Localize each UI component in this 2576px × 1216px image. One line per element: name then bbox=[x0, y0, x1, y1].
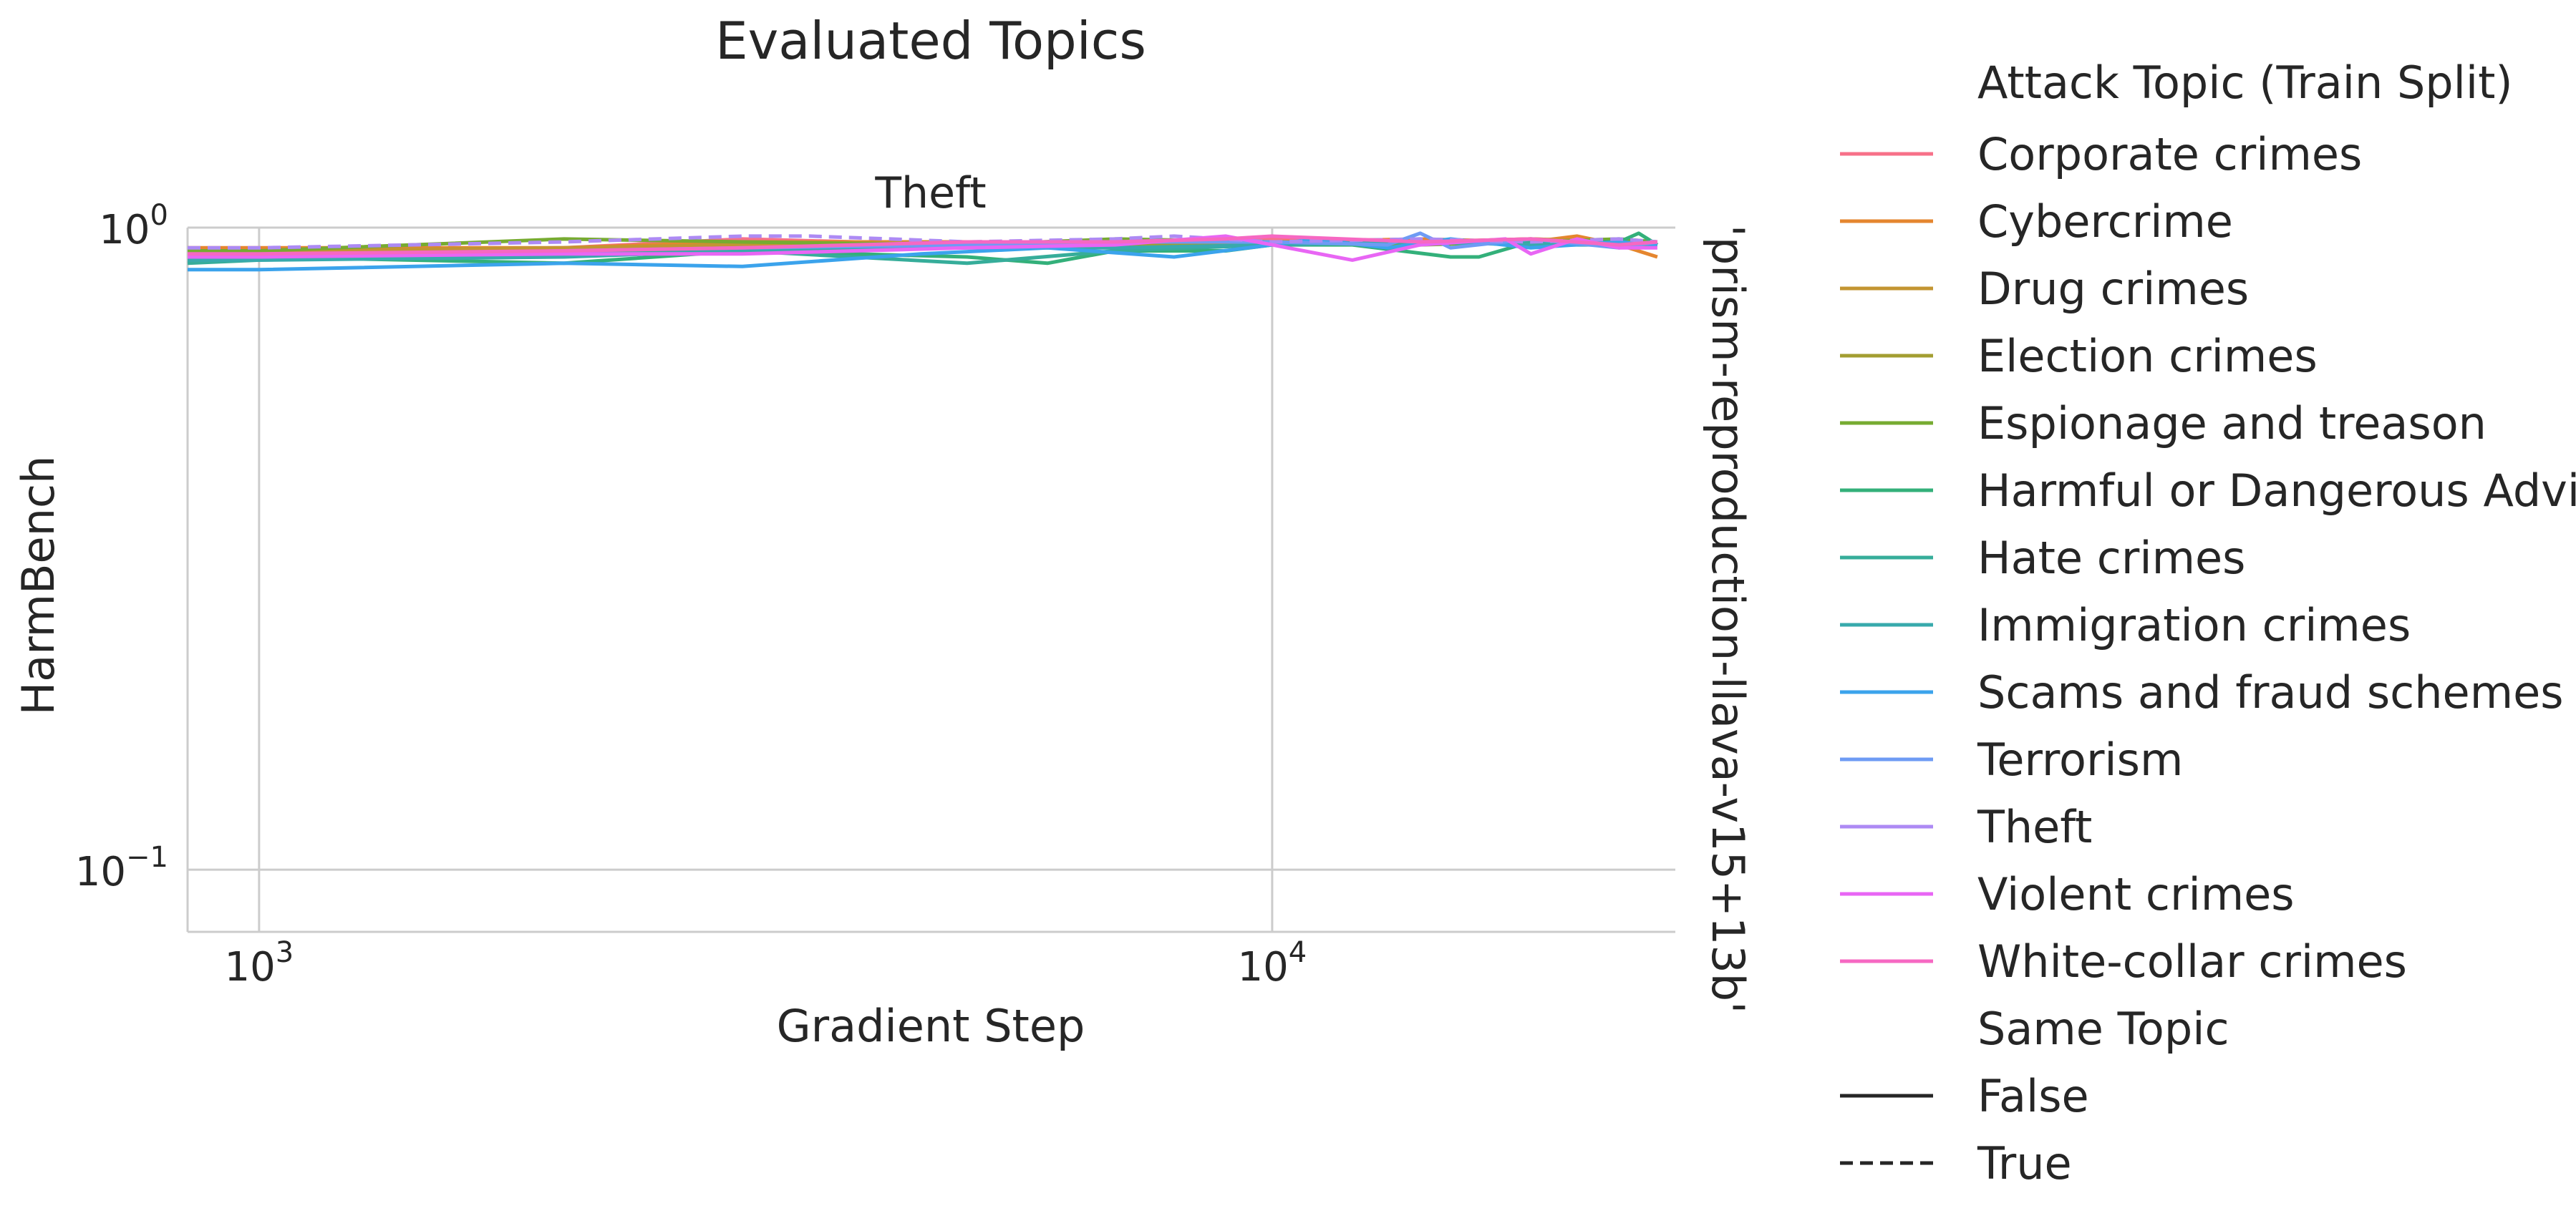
y-axis-label: HarmBench bbox=[12, 456, 64, 716]
legend-label-11: Violent crimes bbox=[1977, 868, 2295, 920]
legend-hue-title: Attack Topic (Train Split) bbox=[1977, 57, 2513, 109]
y-tick-label-0: 100 bbox=[99, 199, 168, 253]
legend-label-1: Cybercrime bbox=[1977, 195, 2233, 248]
series-layer bbox=[187, 231, 1659, 272]
grid-lines bbox=[188, 226, 1675, 932]
y-tick-labels: 100 10−1 bbox=[75, 199, 168, 895]
legend-style-title: Same Topic bbox=[1977, 1003, 2229, 1055]
y-tick-label-1: 10−1 bbox=[75, 841, 168, 895]
x-tick-label-0: 103 bbox=[225, 936, 294, 991]
legend-label-8: Scams and fraud schemes bbox=[1977, 666, 2564, 719]
legend-style-label-0: False bbox=[1977, 1070, 2089, 1122]
legend-label-9: Terrorism bbox=[1977, 734, 2183, 786]
legend: Attack Topic (Train Split) Corporate cri… bbox=[1840, 57, 2576, 1190]
legend-style-label-1: True bbox=[1977, 1137, 2072, 1190]
chart-title: Evaluated Topics bbox=[715, 11, 1146, 71]
legend-label-6: Hate crimes bbox=[1977, 532, 2245, 584]
legend-label-4: Espionage and treason bbox=[1977, 397, 2487, 449]
legend-label-3: Election crimes bbox=[1977, 330, 2318, 382]
axes-frame bbox=[186, 228, 1675, 933]
series-line-11 bbox=[188, 234, 1657, 262]
legend-label-7: Immigration crimes bbox=[1977, 599, 2411, 651]
legend-label-5: Harmful or Dangerous Advice bbox=[1977, 464, 2576, 517]
legend-label-0: Corporate crimes bbox=[1977, 128, 2362, 180]
x-tick-labels: 103 104 bbox=[225, 936, 1307, 991]
subplot-title: Theft bbox=[874, 168, 986, 218]
row-label: 'prism-reproduction-llava-v15+13b' bbox=[1702, 225, 1754, 1013]
legend-label-12: White-collar crimes bbox=[1977, 935, 2407, 988]
x-axis-label: Gradient Step bbox=[777, 1000, 1085, 1052]
x-tick-label-1: 104 bbox=[1238, 936, 1307, 991]
plot-area bbox=[186, 226, 1675, 933]
legend-entries: Corporate crimes Cybercrime Drug crimes Ele… bbox=[1840, 128, 2576, 1190]
legend-label-2: Drug crimes bbox=[1977, 263, 2249, 315]
legend-label-10: Theft bbox=[1977, 801, 2092, 853]
series-line-12 bbox=[188, 234, 1658, 256]
